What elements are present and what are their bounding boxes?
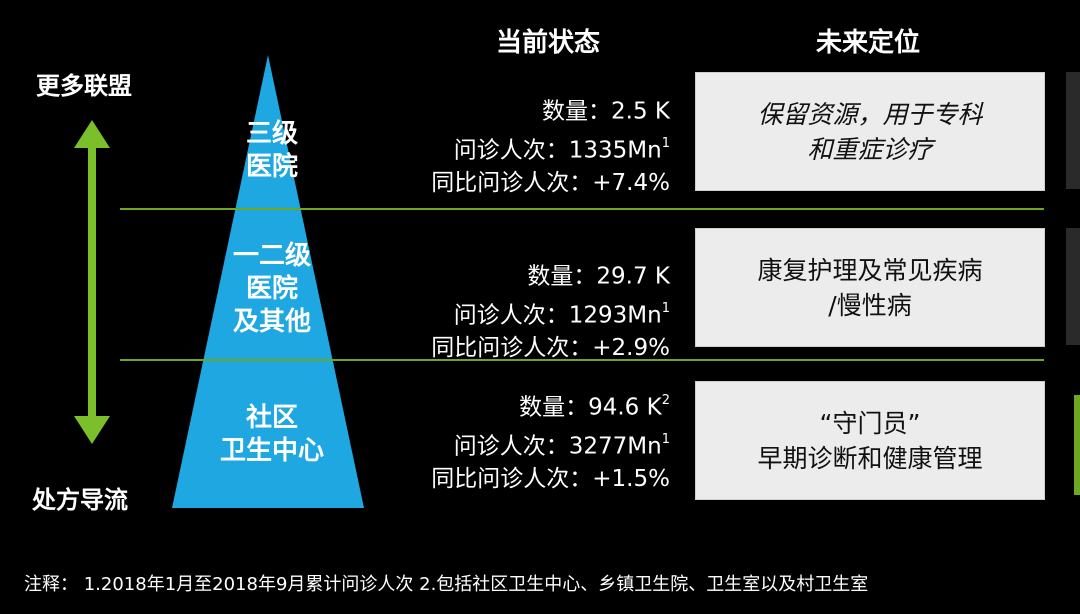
future-box-community: “守门员” 早期诊断和健康管理 (695, 381, 1045, 500)
right-edge-accent (1074, 395, 1080, 495)
current-status-tertiary: 数量：2.5 K 问诊人次：1335Mn1 同比问诊人次：+7.4% (350, 90, 670, 200)
count-row: 数量：29.7 K (527, 263, 670, 290)
tier-name-line: 三级 (245, 119, 298, 149)
tier-name-tertiary: 三级 医院 (192, 118, 352, 184)
future-line: 和重症诊疗 (807, 134, 933, 164)
visits-row: 问诊人次：1293Mn1 (453, 300, 670, 329)
tier-name-line: 卫生中心 (219, 436, 324, 466)
double-arrow-icon (74, 120, 110, 444)
right-edge-panel (1066, 72, 1080, 189)
tier-divider-2 (120, 359, 1044, 361)
tier-divider-1 (120, 208, 1044, 210)
yoy-row: 同比问诊人次：+2.9% (431, 335, 670, 362)
tier-name-community: 社区 卫生中心 (192, 402, 352, 468)
visits-row: 问诊人次：1335Mn1 (453, 135, 670, 164)
right-edge-panel (1066, 228, 1080, 345)
future-line: “守门员” (819, 408, 921, 438)
tier-name-line: 社区 (245, 403, 298, 433)
visits-row: 问诊人次：3277Mn1 (453, 431, 670, 460)
future-line: /慢性病 (828, 290, 912, 320)
current-status-community: 数量：94.6 K2 问诊人次：3277Mn1 同比问诊人次：+1.5% (350, 386, 670, 496)
tier-name-line: 医院 (245, 152, 298, 182)
future-line: 康复护理及常见疾病 (757, 255, 983, 285)
future-line: 早期诊断和健康管理 (757, 443, 983, 473)
current-status-secondary: 数量：29.7 K 问诊人次：1293Mn1 同比问诊人次：+2.9% (350, 255, 670, 365)
tier-name-line: 及其他 (232, 307, 311, 337)
hospital-tier-pyramid (172, 55, 364, 508)
future-position-header: 未来定位 (815, 28, 920, 58)
current-status-header: 当前状态 (495, 28, 600, 58)
count-row: 数量：2.5 K (542, 98, 670, 125)
tier-name-line: 一二级 (232, 241, 311, 271)
future-box-tertiary: 保留资源，用于专科 和重症诊疗 (695, 72, 1045, 191)
arrow-top-label: 更多联盟 (36, 72, 132, 100)
footnote: 注释： 1.2018年1月至2018年9月累计问诊人次 2.包括社区卫生中心、乡… (24, 574, 869, 595)
future-box-secondary: 康复护理及常见疾病 /慢性病 (695, 228, 1045, 347)
tier-name-secondary: 一二级 医院 及其他 (192, 240, 352, 339)
count-row: 数量：94.6 K2 (519, 393, 670, 421)
yoy-row: 同比问诊人次：+7.4% (431, 170, 670, 197)
yoy-row: 同比问诊人次：+1.5% (431, 466, 670, 493)
arrow-bottom-label: 处方导流 (32, 486, 128, 514)
future-line: 保留资源，用于专科 (757, 99, 983, 129)
tier-name-line: 医院 (245, 274, 298, 304)
